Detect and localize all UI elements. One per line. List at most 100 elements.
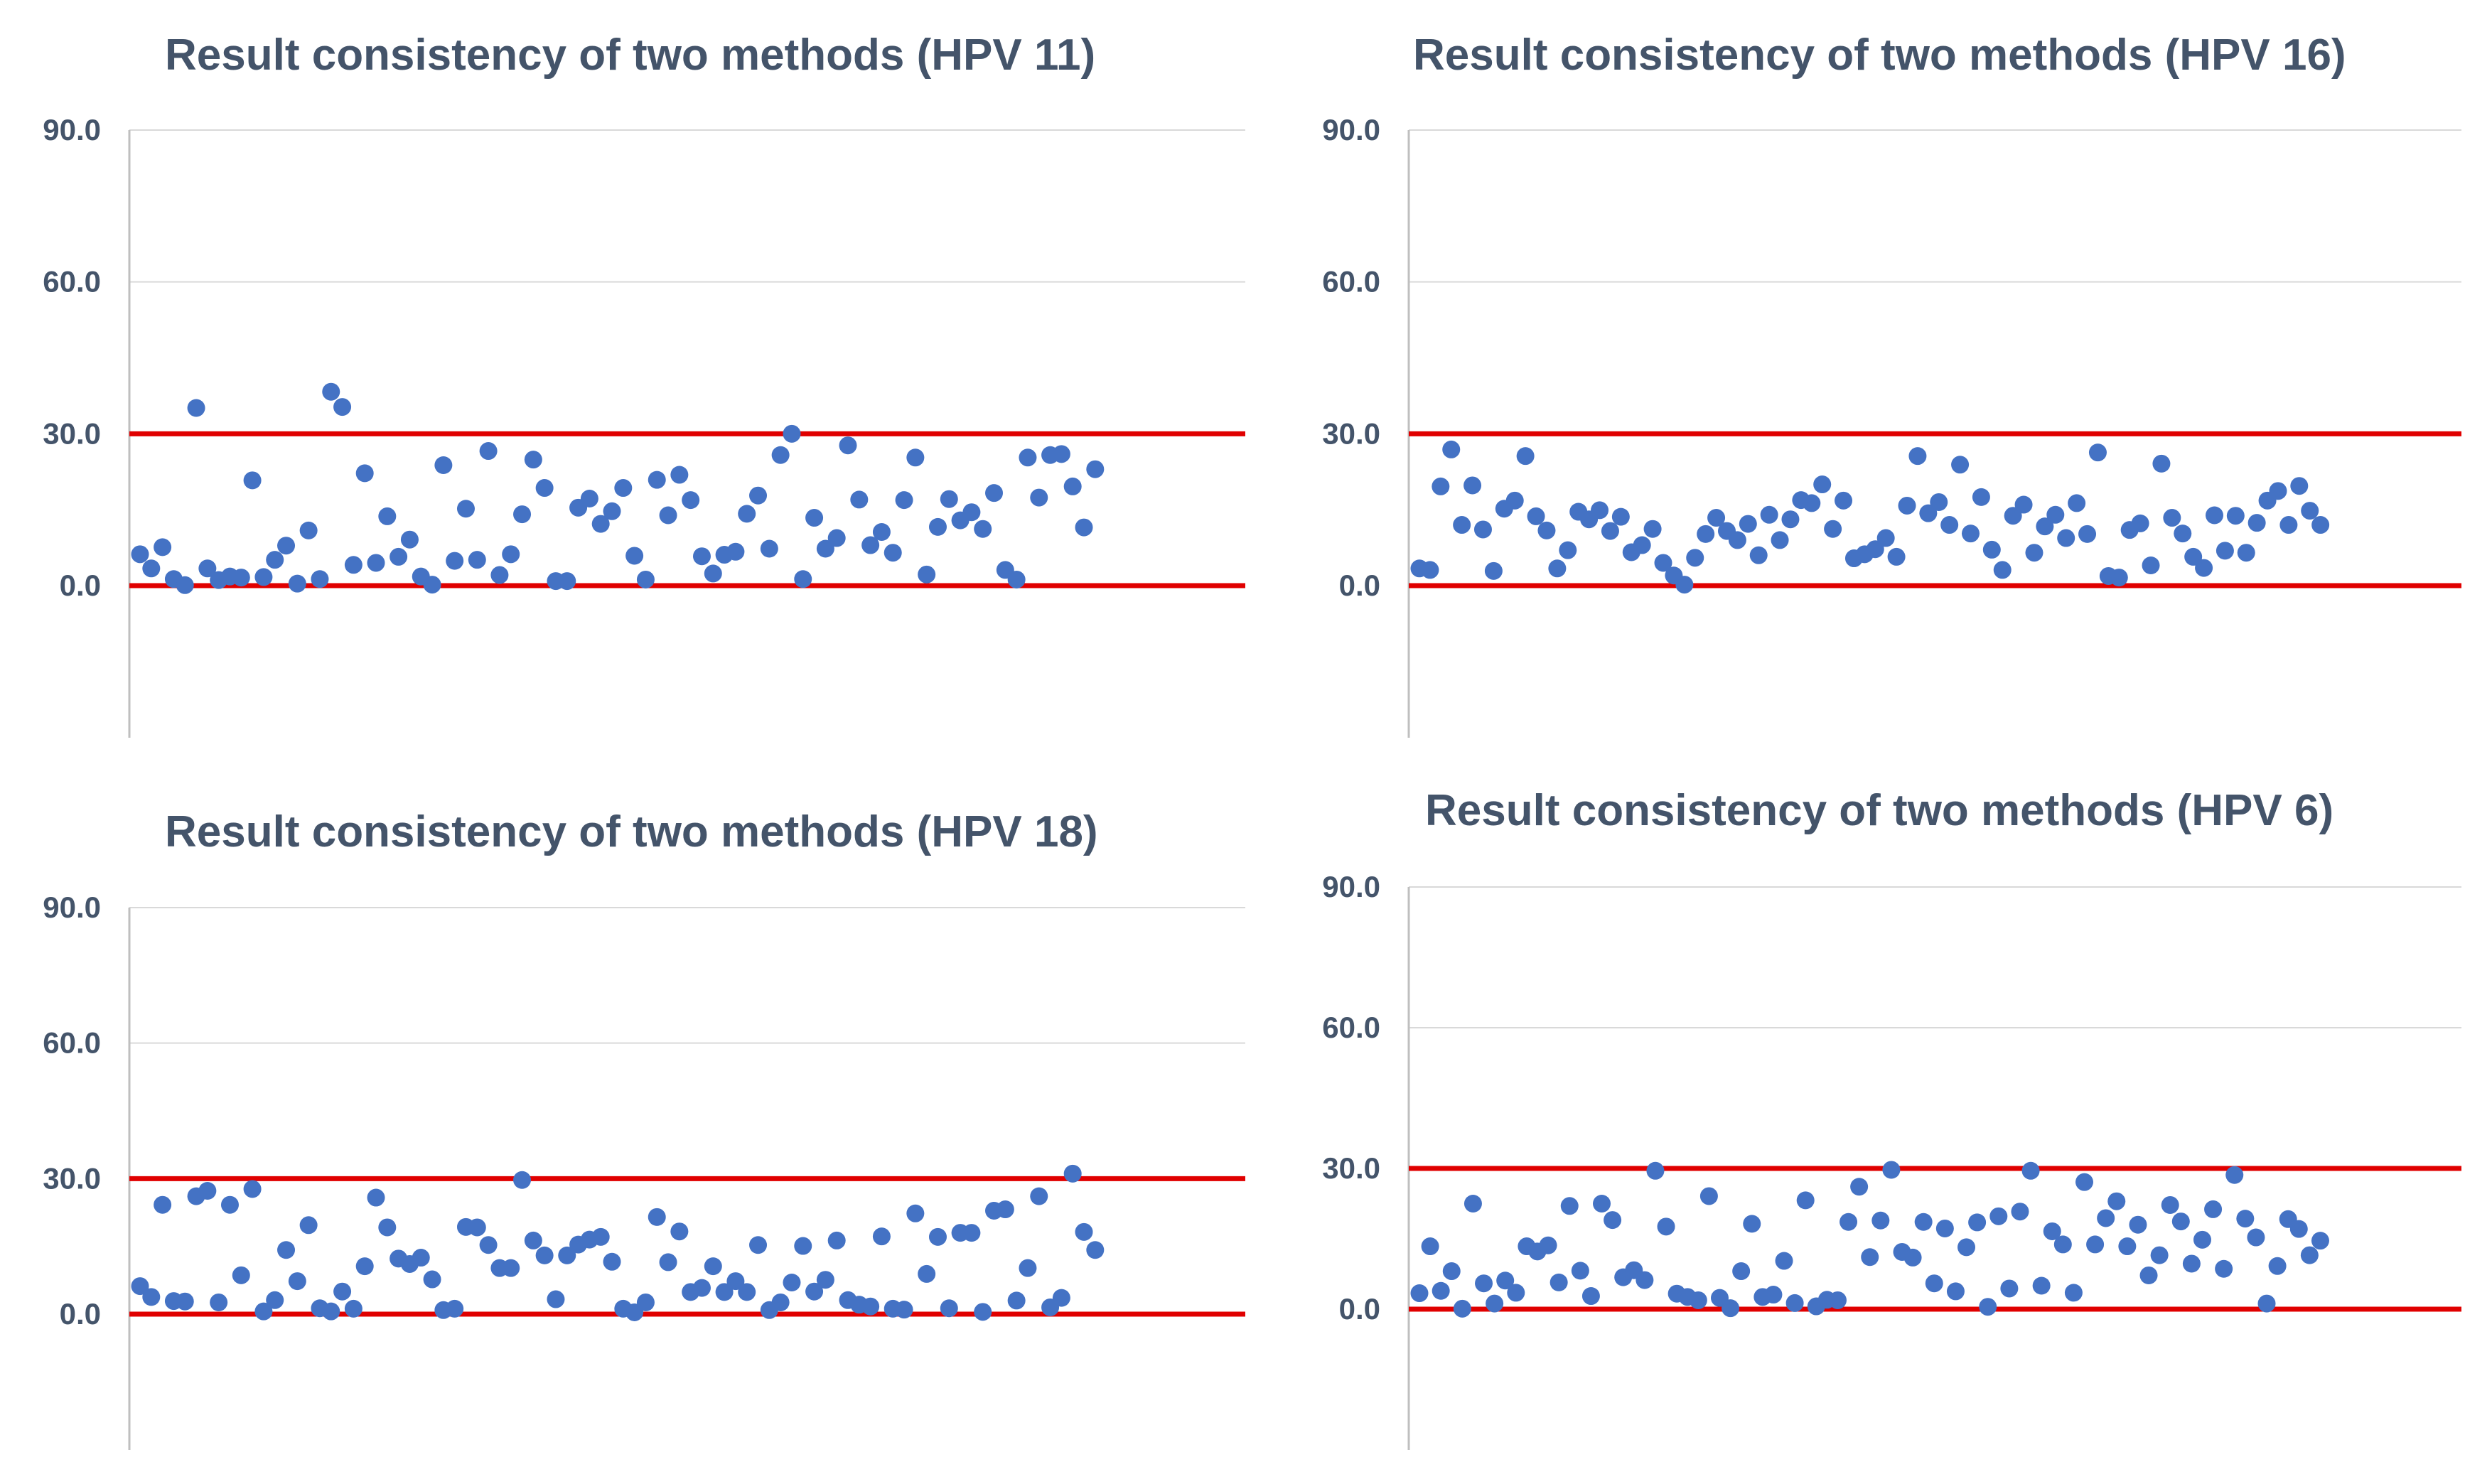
data-point	[2268, 1257, 2287, 1275]
data-point	[1989, 1207, 2008, 1225]
data-point	[2086, 1235, 2105, 1254]
data-point	[1887, 547, 1906, 566]
data-point	[625, 547, 644, 565]
y-tick-label: 60.0	[1322, 1011, 1380, 1044]
data-point	[1775, 1252, 1793, 1270]
data-point	[827, 1231, 846, 1249]
data-point	[2075, 1173, 2094, 1191]
data-point	[311, 570, 329, 588]
data-point	[423, 576, 441, 594]
data-point	[299, 521, 318, 539]
data-point	[131, 1277, 149, 1296]
data-point	[928, 517, 947, 536]
data-point	[333, 398, 352, 416]
data-point	[2269, 482, 2287, 500]
data-point	[749, 486, 768, 505]
data-point	[659, 506, 677, 525]
data-point	[1728, 531, 1746, 549]
data-point	[2247, 1228, 2265, 1247]
data-point	[1908, 447, 1927, 466]
scatter-plot: 90.0 60.0 30.0 0.0	[43, 891, 1245, 1450]
data-point	[704, 1257, 722, 1276]
data-point	[2236, 1210, 2255, 1228]
data-point	[2215, 1259, 2233, 1278]
data-point	[1593, 1195, 1611, 1213]
data-point	[1063, 477, 1082, 495]
data-point	[1946, 1282, 1965, 1301]
data-point	[1442, 1262, 1461, 1281]
data-point	[355, 464, 374, 483]
data-point	[816, 539, 834, 558]
data-point	[1075, 1222, 1093, 1241]
data-point	[2290, 477, 2309, 495]
data-point	[1421, 561, 1439, 579]
chart-panel-hpv11: Result consistency of two methods (HPV 1…	[0, 0, 1246, 742]
data-point	[1611, 507, 1630, 526]
chart-title: Result consistency of two methods (HPV 1…	[165, 31, 1096, 80]
data-point	[367, 554, 385, 572]
data-point	[490, 566, 509, 584]
data-point	[2193, 1230, 2211, 1249]
data-point	[355, 1257, 374, 1276]
data-point	[1675, 576, 1694, 594]
data-point	[603, 1252, 621, 1271]
data-point	[1979, 1298, 1997, 1316]
data-point	[940, 1299, 958, 1318]
data-point	[1722, 1299, 1740, 1318]
data-point	[1581, 1287, 1600, 1306]
data-point	[715, 1283, 734, 1301]
data-point	[1086, 1241, 1105, 1259]
data-point	[1914, 1213, 1933, 1231]
data-point	[1903, 1248, 1922, 1267]
y-tick-label: 30.0	[43, 1161, 101, 1195]
y-tick-label: 90.0	[1322, 113, 1380, 146]
data-point	[378, 1218, 397, 1237]
data-point	[2129, 1215, 2147, 1234]
data-point	[1030, 488, 1048, 507]
data-point	[1686, 549, 1704, 567]
data-point	[2107, 1192, 2126, 1210]
y-tick-label: 30.0	[1322, 1151, 1380, 1185]
data-point	[1421, 1237, 1439, 1256]
data-point	[558, 572, 576, 591]
data-point	[591, 1227, 610, 1246]
y-tick-label: 60.0	[43, 1026, 101, 1060]
data-point	[2064, 1284, 2083, 1302]
data-point	[2182, 1254, 2201, 1273]
data-point	[2152, 454, 2171, 473]
scatter-plot: 90.0 60.0 30.0 0.0	[43, 113, 1245, 738]
data-point	[2161, 1195, 2179, 1214]
data-point	[2032, 1276, 2051, 1295]
data-point	[1019, 448, 1037, 467]
data-point	[1898, 496, 1916, 515]
data-point	[940, 490, 958, 508]
data-point	[1657, 1217, 1675, 1236]
data-point	[2043, 1222, 2061, 1240]
data-point	[918, 1264, 936, 1283]
data-point	[884, 544, 902, 562]
data-point	[2004, 507, 2022, 525]
data-point	[636, 570, 655, 588]
data-point	[1835, 491, 1853, 510]
data-point	[1453, 516, 1471, 534]
data-point	[2279, 516, 2298, 534]
data-point	[1484, 561, 1503, 580]
data-point	[1463, 1195, 1482, 1213]
data-point	[1732, 1262, 1751, 1281]
data-point	[1007, 570, 1026, 588]
data-point	[1930, 493, 1948, 511]
y-tick-label: 60.0	[43, 265, 101, 299]
data-point	[2311, 1232, 2329, 1250]
data-point	[1993, 561, 2012, 579]
data-point	[1850, 1178, 1869, 1196]
data-point	[2142, 556, 2160, 575]
data-point	[1486, 1294, 1504, 1313]
data-point	[232, 569, 250, 587]
data-point	[277, 537, 296, 555]
data-point	[468, 1218, 486, 1237]
data-point	[726, 1272, 745, 1291]
data-point	[558, 1246, 576, 1264]
data-point	[996, 1200, 1014, 1219]
data-point	[1828, 1291, 1847, 1309]
y-tick-label: 0.0	[1339, 569, 1380, 602]
